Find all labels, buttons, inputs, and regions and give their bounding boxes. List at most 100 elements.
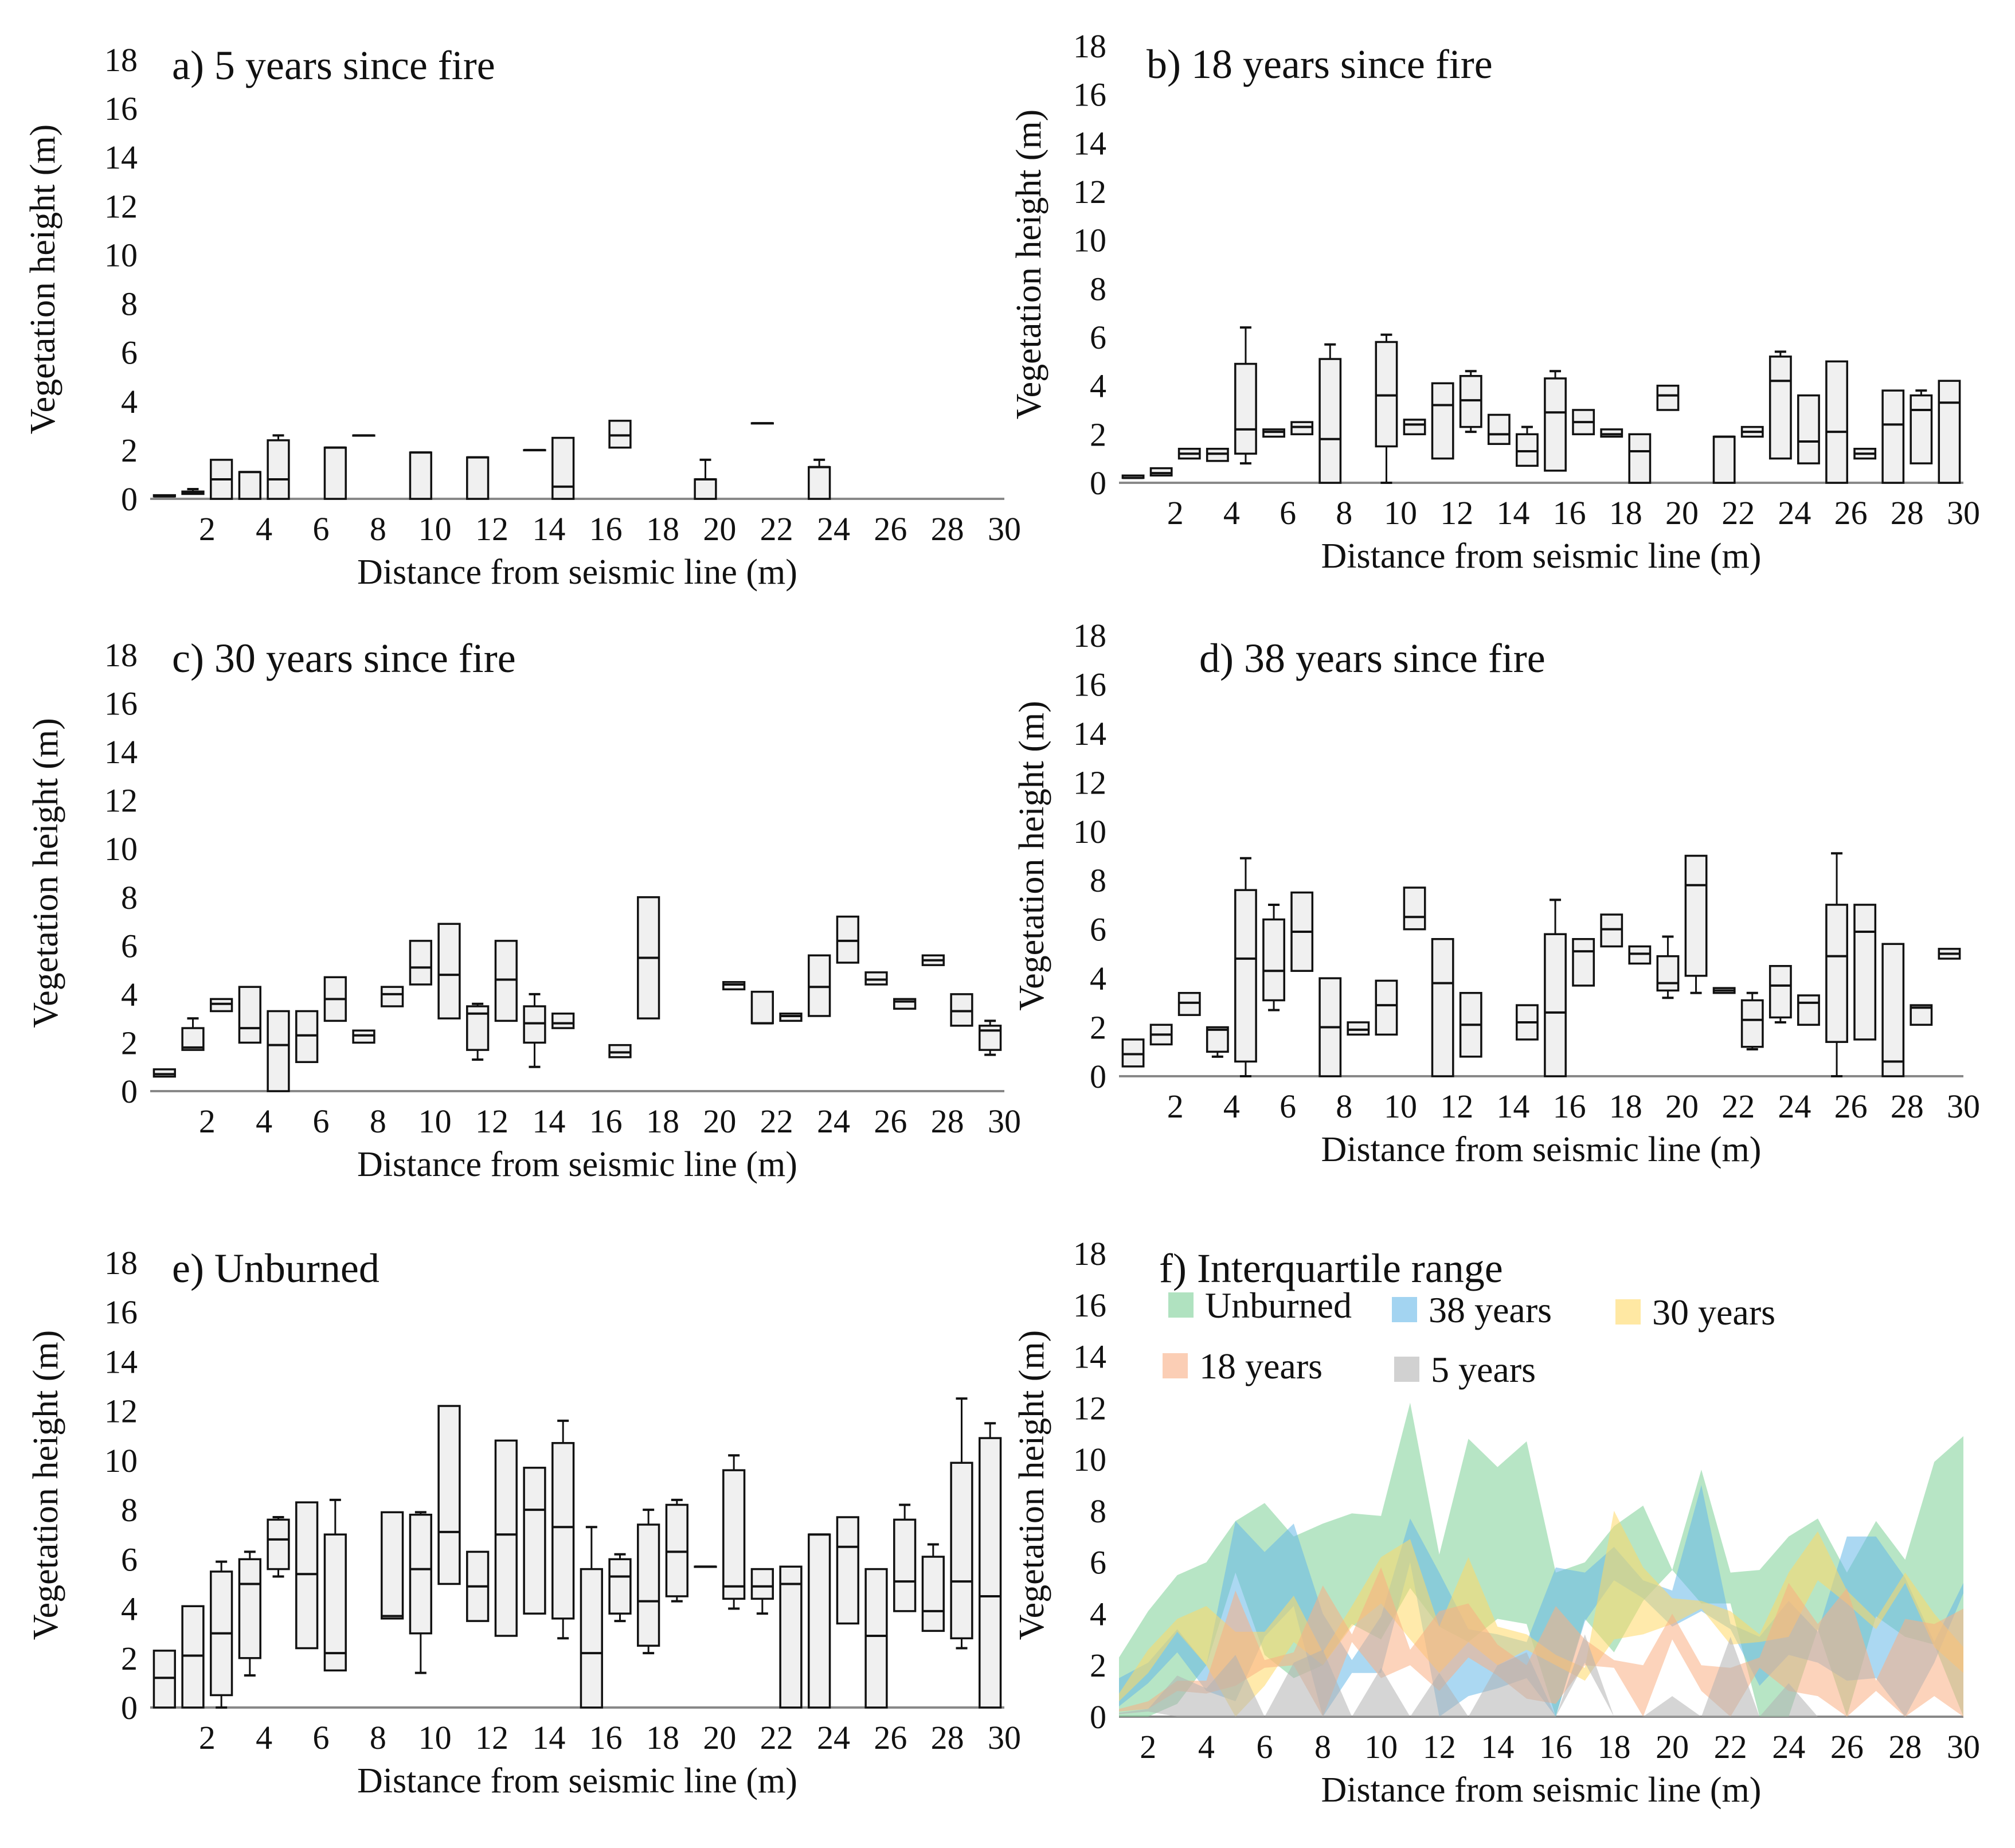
box (466, 456, 490, 500)
box (295, 1010, 319, 1064)
panel-title: f) Interquartile range (1159, 1245, 1503, 1291)
x-tick-label: 2 (1167, 494, 1184, 532)
box (637, 1523, 660, 1647)
y-tick-label: 14 (1073, 715, 1106, 752)
box (1206, 447, 1229, 462)
x-tick-label: 14 (532, 1719, 565, 1756)
x-tick-label: 12 (475, 1719, 508, 1756)
x-tick-label: 14 (1481, 1728, 1514, 1765)
legend-swatch (1168, 1292, 1194, 1318)
x-tick-label: 4 (1223, 494, 1240, 532)
box (750, 990, 774, 1025)
x-tick-label: 16 (1539, 1728, 1572, 1765)
box (1797, 394, 1820, 464)
y-tick-label: 4 (121, 1591, 138, 1628)
legend-label: 38 years (1429, 1290, 1552, 1330)
y-tick-label: 14 (1073, 124, 1106, 162)
box (921, 1556, 945, 1632)
box (1881, 943, 1905, 1077)
x-tick-label: 6 (1280, 1088, 1296, 1125)
x-tick-label: 14 (1496, 494, 1529, 532)
box (409, 940, 432, 986)
box (836, 915, 859, 964)
x-tick-label: 28 (931, 1719, 964, 1756)
legend-label: 5 years (1431, 1349, 1536, 1390)
y-tick-label: 6 (1090, 1544, 1106, 1581)
x-tick-label: 2 (1140, 1728, 1156, 1765)
x-tick-label: 18 (646, 510, 679, 548)
y-tick-label: 10 (1073, 813, 1106, 850)
x-tick-label: 14 (1496, 1088, 1529, 1125)
box (523, 1467, 546, 1615)
y-tick-label: 12 (104, 1393, 138, 1430)
box (694, 478, 717, 500)
box (1853, 904, 1877, 1041)
box (210, 998, 233, 1013)
y-axis-title: Vegetation height (m) (1012, 701, 1051, 1011)
box (1712, 435, 1736, 484)
x-tick-label: 30 (1947, 1728, 1980, 1765)
box (295, 1501, 319, 1650)
panel-title: c) 30 years since fire (172, 635, 516, 681)
box (979, 1025, 1002, 1051)
panel-title: e) Unburned (172, 1245, 379, 1291)
x-tick-label: 2 (199, 1719, 216, 1756)
x-tick-label: 16 (1553, 1088, 1586, 1125)
x-tick-label: 26 (874, 1103, 907, 1140)
x-axis-title: Distance from seismic line (m) (1321, 1130, 1762, 1169)
y-tick-label: 18 (104, 1244, 138, 1282)
x-tick-label: 8 (370, 1719, 386, 1756)
box (238, 471, 261, 500)
x-tick-label: 20 (1656, 1728, 1689, 1765)
y-tick-label: 14 (104, 733, 138, 771)
box (1938, 380, 1961, 484)
box (1825, 904, 1848, 1043)
x-tick-label: 24 (817, 1719, 850, 1756)
x-tick-label: 16 (589, 510, 623, 548)
x-tick-label: 28 (1891, 494, 1924, 532)
x-tick-label: 22 (1714, 1728, 1747, 1765)
x-tick-label: 20 (703, 1103, 736, 1140)
y-tick-label: 6 (121, 927, 138, 964)
box (523, 1005, 546, 1044)
box (152, 1068, 176, 1078)
x-tick-label: 16 (1553, 494, 1586, 532)
iqr-band-5-years (1119, 1634, 1963, 1717)
x-tick-label: 20 (703, 1719, 736, 1756)
x-tick-label: 14 (532, 1103, 565, 1140)
box (864, 971, 888, 986)
box (779, 1012, 803, 1022)
y-tick-label: 8 (1090, 862, 1106, 899)
x-tick-label: 22 (760, 1719, 793, 1756)
legend-label: Unburned (1205, 1285, 1352, 1326)
y-tick-label: 2 (1090, 1647, 1106, 1684)
x-tick-label: 12 (1423, 1728, 1456, 1765)
x-tick-label: 28 (1888, 1728, 1922, 1765)
x-tick-label: 22 (760, 510, 793, 548)
box (1825, 360, 1848, 484)
x-axis-title: Distance from seismic line (m) (1321, 1771, 1762, 1810)
x-tick-label: 4 (1223, 1088, 1240, 1125)
y-tick-label: 4 (121, 976, 138, 1013)
y-tick-label: 16 (104, 685, 138, 722)
y-tick-label: 8 (121, 286, 138, 323)
x-tick-label: 10 (1384, 494, 1417, 532)
box (779, 1565, 803, 1709)
x-tick-label: 30 (988, 510, 1021, 548)
x-tick-label: 18 (646, 1719, 679, 1756)
box (1910, 394, 1933, 464)
box (1403, 886, 1426, 931)
box (152, 1650, 176, 1709)
box (893, 1518, 917, 1612)
y-tick-label: 4 (1090, 368, 1106, 405)
box (608, 1044, 632, 1058)
y-tick-label: 10 (1073, 222, 1106, 259)
box (1881, 389, 1905, 484)
box (1431, 382, 1454, 460)
box (665, 1503, 688, 1597)
y-tick-label: 4 (1090, 1595, 1106, 1632)
x-tick-label: 24 (1772, 1728, 1805, 1765)
